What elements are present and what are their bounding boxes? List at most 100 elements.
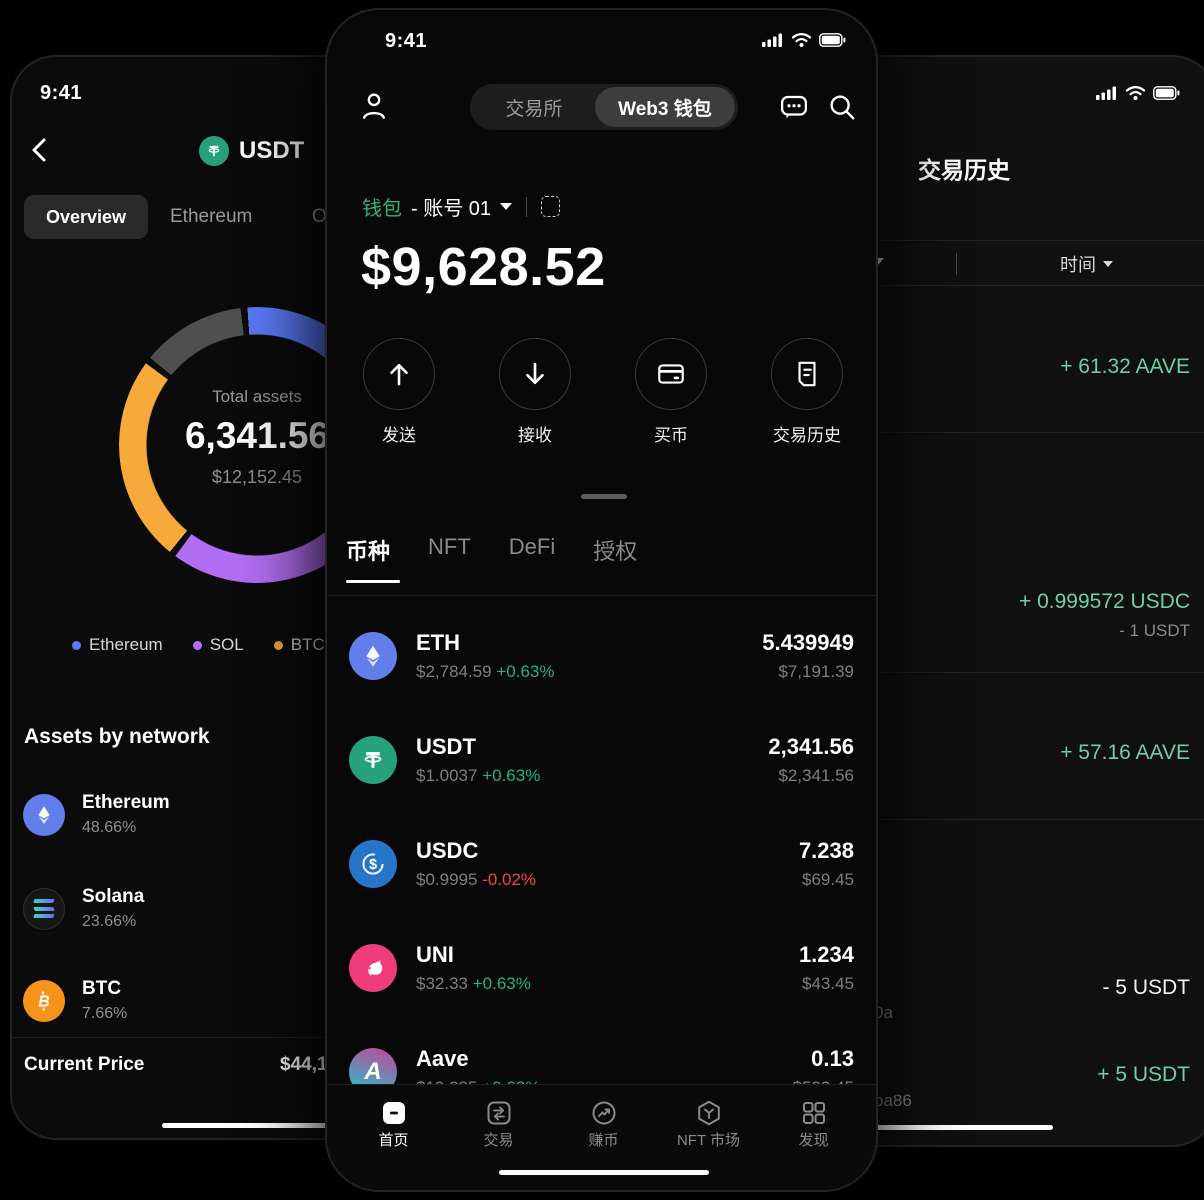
tx-amount[interactable]: + 5 USDT — [1097, 1063, 1190, 1086]
tab-ethereum[interactable]: Ethereum — [170, 206, 253, 227]
history-label: 交易历史 — [773, 426, 841, 445]
token-amount: 2,341.56 — [768, 734, 854, 759]
search-button[interactable] — [827, 92, 857, 127]
person-icon — [362, 93, 386, 119]
tab-partial[interactable]: O — [312, 206, 327, 227]
current-price-label: Current Price — [24, 1054, 145, 1075]
asset-tabs: 币种 NFT DeFi 授权 — [346, 534, 637, 566]
status-icons — [762, 32, 846, 48]
network-row-ethereum[interactable]: Ethereum 48.66% — [23, 792, 170, 837]
token-change: -0.02% — [482, 870, 537, 889]
sheet-drag-handle[interactable] — [581, 494, 627, 499]
home-icon — [348, 1097, 440, 1129]
token-row-uni[interactable]: UNI $32.33 +0.63% 1.234 $43.45 — [327, 916, 876, 1020]
send-circle — [363, 338, 435, 410]
document-icon — [798, 361, 816, 387]
buy-circle — [635, 338, 707, 410]
filter-separator — [956, 253, 957, 275]
token-row-usdt[interactable]: USDT $1.0037 +0.63% 2,341.56 $2,341.56 — [327, 708, 876, 812]
tab-coins[interactable]: 币种 — [346, 539, 391, 564]
network-percent: 7.66% — [82, 1005, 128, 1022]
token-symbol: ETH — [416, 630, 460, 655]
token-symbol: UNI — [416, 942, 454, 967]
wifi-icon — [1125, 86, 1146, 100]
solana-icon — [23, 887, 65, 930]
usdt-icon — [349, 736, 397, 784]
tab-approvals[interactable]: 授权 — [593, 539, 638, 564]
token-price: $1.0037 — [416, 766, 478, 785]
token-change: +0.63% — [482, 766, 541, 785]
legend-item-sol: SOL — [192, 635, 244, 655]
tab-overview[interactable]: Overview — [24, 195, 149, 239]
tab-nft[interactable]: NFT — [428, 534, 471, 559]
aave-letter: A — [364, 1058, 382, 1085]
tx-amount[interactable]: - 5 USDT — [1102, 976, 1190, 999]
usdt-icon — [199, 136, 229, 166]
scan-copy-icon[interactable] — [541, 196, 561, 217]
legend-item-ethereum: Ethereum — [72, 635, 163, 655]
section-title: Assets by network — [24, 725, 210, 748]
legend-dot-sol — [192, 641, 202, 650]
token-symbol: USDT — [416, 734, 476, 759]
tx-amount[interactable]: + 0.999572 USDC — [1018, 590, 1190, 613]
network-percent: 48.66% — [82, 819, 137, 836]
tx-address-fragment: ba86 — [874, 1091, 912, 1110]
tx-amount[interactable]: + 61.32 AAVE — [1060, 355, 1190, 378]
token-row-usdc[interactable]: $ USDC $0.9995 -0.02% 7.238 $69.45 — [327, 812, 876, 916]
filter-caret-fragment[interactable] — [872, 258, 884, 265]
donut-center-amount: 6,341.56 — [184, 415, 330, 456]
legend-dot-ethereum — [72, 641, 81, 650]
svg-text:B: B — [38, 993, 50, 1010]
network-name: BTC — [82, 978, 122, 999]
chat-button[interactable] — [779, 92, 809, 127]
divider — [708, 819, 1204, 820]
buy-crypto-button[interactable]: 买币 — [616, 338, 726, 446]
segment-exchange[interactable]: 交易所 — [505, 98, 563, 120]
wifi-icon — [791, 33, 812, 47]
legend-item-btc: BTC — [273, 635, 325, 655]
nav-nft-market[interactable]: NFT 市场 — [663, 1097, 755, 1150]
nav-label: 赚币 — [588, 1132, 619, 1149]
nft-icon — [663, 1097, 755, 1129]
time-filter-label: 时间 — [1060, 255, 1096, 275]
network-row-solana[interactable]: Solana 23.66% — [23, 886, 144, 931]
account-number: - 账号 01 — [411, 198, 492, 220]
tab-defi[interactable]: DeFi — [508, 534, 556, 559]
nav-earn[interactable]: 赚币 — [558, 1097, 650, 1150]
divider — [708, 240, 1204, 241]
solana-bar — [33, 914, 55, 918]
network-row-btc[interactable]: B BTC 7.66% — [23, 978, 127, 1023]
network-percent: 23.66% — [82, 913, 137, 930]
nav-discover[interactable]: 发现 — [768, 1097, 860, 1150]
page-title: USDT — [199, 136, 304, 166]
token-row-eth[interactable]: ETH $2,784.59 +0.63% 5.439949 $7,191.39 — [327, 604, 876, 708]
send-button[interactable]: 发送 — [344, 338, 454, 446]
tx-history-button[interactable]: 交易历史 — [752, 338, 862, 446]
nav-home[interactable]: 首页 — [348, 1097, 440, 1150]
network-name: Ethereum — [82, 792, 170, 813]
arrow-down-icon — [526, 362, 544, 385]
segment-web3-wallet[interactable]: Web3 钱包 — [594, 87, 735, 127]
nav-trade[interactable]: 交易 — [453, 1097, 545, 1150]
token-amount: 5.439949 — [762, 630, 854, 655]
ethereum-icon — [23, 793, 65, 836]
active-tab-underline — [346, 580, 400, 583]
token-symbol: Aave — [416, 1046, 469, 1071]
time-filter-dropdown[interactable]: 时间 — [1060, 251, 1113, 277]
receive-button[interactable]: 接收 — [480, 338, 590, 446]
profile-button[interactable] — [359, 90, 389, 127]
wallet-label: 钱包 — [362, 198, 402, 220]
legend-label: Ethereum — [89, 635, 163, 654]
discover-icon — [768, 1097, 860, 1129]
legend-dot-btc — [273, 641, 283, 650]
tx-address-fragment: 0a — [874, 1003, 893, 1022]
tx-amount[interactable]: + 57.16 AAVE — [1060, 741, 1190, 764]
page-title-text: USDT — [239, 137, 305, 164]
current-price-value: $44,12 — [280, 1054, 339, 1075]
donut-center-fiat: $12,152.45 — [211, 467, 303, 487]
wallet-account-selector[interactable]: 钱包 - 账号 01 — [362, 192, 561, 221]
tx-sub-amount: - 1 USDT — [1119, 621, 1190, 640]
svg-text:$: $ — [369, 857, 377, 873]
back-button[interactable] — [28, 137, 52, 168]
token-value: $2,341.56 — [778, 766, 854, 785]
